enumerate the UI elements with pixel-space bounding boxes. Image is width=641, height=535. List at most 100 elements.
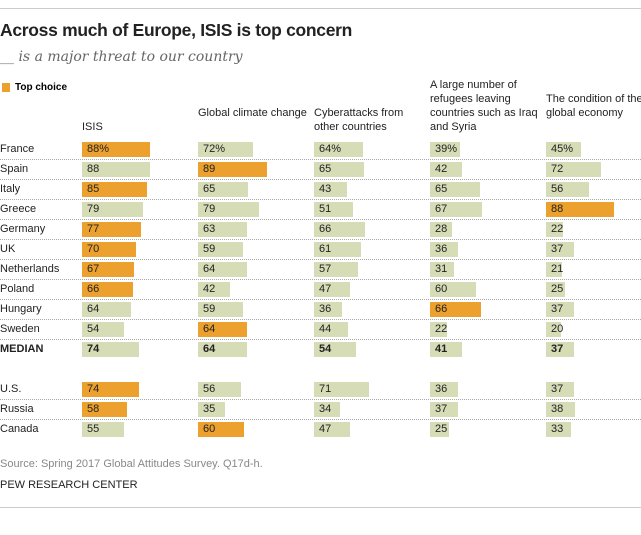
row-separator <box>0 239 641 240</box>
bar: 42 <box>198 282 231 297</box>
bar: 34 <box>314 402 341 417</box>
column-header: Global climate change <box>198 107 307 119</box>
bar: 37 <box>546 242 575 257</box>
column-header: ISIS <box>82 121 103 133</box>
bar: 28 <box>430 222 452 237</box>
row-label: Greece <box>0 203 37 215</box>
bar: 36 <box>314 302 342 317</box>
bar: 38 <box>546 402 576 417</box>
bar: 25 <box>546 282 566 297</box>
row-label: Sweden <box>0 323 40 335</box>
bar: 22 <box>430 322 447 337</box>
bar: 65 <box>198 182 249 197</box>
legend-label: Top choice <box>15 82 68 93</box>
row-label: Germany <box>0 223 46 235</box>
bar: 63 <box>198 222 247 237</box>
bar: 79 <box>198 202 259 217</box>
column-header: Cyberattacks from other countries <box>314 107 404 133</box>
chart-title: Across much of Europe, ISIS is top conce… <box>0 20 353 40</box>
bar: 64 <box>198 322 248 337</box>
bar: 45% <box>546 142 581 157</box>
bar: 55 <box>82 422 125 437</box>
row-label: MEDIAN <box>0 343 44 355</box>
row-label: U.S. <box>0 383 22 395</box>
bar: 47 <box>314 282 351 297</box>
bar: 39% <box>430 142 461 157</box>
bar: 67 <box>82 262 134 277</box>
bar: 72% <box>198 142 254 157</box>
row-separator <box>0 319 641 320</box>
bar: 25 <box>430 422 450 437</box>
bar: 57 <box>314 262 358 277</box>
row-label: Russia <box>0 403 34 415</box>
bar: 59 <box>198 242 244 257</box>
bar: 42 <box>430 162 463 177</box>
row-separator <box>0 179 641 180</box>
legend: Top choice <box>2 82 67 93</box>
bar: 88 <box>546 202 614 217</box>
bar: 36 <box>430 242 458 257</box>
row-separator <box>0 199 641 200</box>
bar: 21 <box>546 262 563 277</box>
bar: 60 <box>198 422 245 437</box>
bar: 77 <box>82 222 142 237</box>
bar: 85 <box>82 182 148 197</box>
bar: 54 <box>314 342 356 357</box>
bar: 64% <box>314 142 364 157</box>
bar: 65 <box>430 182 481 197</box>
legend-swatch <box>2 83 10 92</box>
bar: 60 <box>430 282 477 297</box>
bar: 35 <box>198 402 225 417</box>
bar: 89 <box>198 162 267 177</box>
column-header: The condition of the global economy <box>546 93 641 119</box>
row-label: Netherlands <box>0 263 60 275</box>
bar: 88 <box>82 162 150 177</box>
bar: 64 <box>198 262 248 277</box>
chart-subtitle: __ is a major threat to our country <box>0 49 243 65</box>
bar: 65 <box>314 162 365 177</box>
bar: 44 <box>314 322 348 337</box>
row-label: France <box>0 143 35 155</box>
bar: 22 <box>546 222 563 237</box>
bar: 79 <box>82 202 143 217</box>
bar: 71 <box>314 382 369 397</box>
bar: 64 <box>82 302 132 317</box>
bar: 56 <box>198 382 242 397</box>
row-label: Spain <box>0 163 29 175</box>
bar: 37 <box>546 302 575 317</box>
top-rule <box>0 8 641 9</box>
credit: PEW RESEARCH CENTER <box>0 479 138 491</box>
bar: 58 <box>82 402 127 417</box>
bar: 43 <box>314 182 348 197</box>
bar: 54 <box>82 322 124 337</box>
bar: 20 <box>546 322 563 337</box>
row-separator <box>0 399 641 400</box>
bar: 88% <box>82 142 150 157</box>
bar: 74 <box>82 342 139 357</box>
bar: 64 <box>198 342 248 357</box>
bar: 37 <box>546 342 575 357</box>
bar: 74 <box>82 382 139 397</box>
bar: 47 <box>314 422 351 437</box>
bar: 37 <box>546 382 575 397</box>
bar: 51 <box>314 202 354 217</box>
bottom-rule <box>0 507 641 508</box>
row-label: Canada <box>0 423 39 435</box>
bar: 72 <box>546 162 602 177</box>
row-label: Hungary <box>0 303 42 315</box>
row-label: UK <box>0 243 16 255</box>
bar: 67 <box>430 202 482 217</box>
row-separator <box>0 159 641 160</box>
bar: 36 <box>430 382 458 397</box>
row-separator <box>0 279 641 280</box>
row-separator <box>0 259 641 260</box>
bar: 31 <box>430 262 454 277</box>
bar: 66 <box>314 222 365 237</box>
row-separator <box>0 419 641 420</box>
source-note: Source: Spring 2017 Global Attitudes Sur… <box>0 458 263 470</box>
bar: 37 <box>430 402 459 417</box>
bar: 66 <box>82 282 133 297</box>
row-separator <box>0 219 641 220</box>
row-separator <box>0 339 641 340</box>
